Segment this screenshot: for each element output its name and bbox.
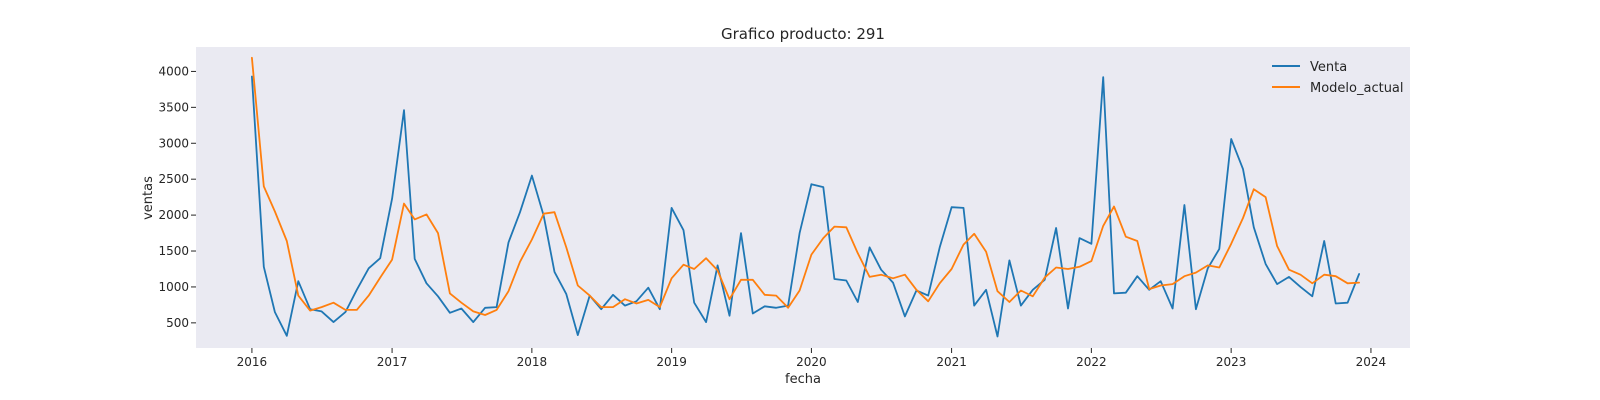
y-tick-label: 500 — [166, 316, 189, 330]
y-axis-label: ventas — [141, 176, 156, 220]
x-axis-ticks: 2016 2017 2018 2019 2020 2021 2022 2023 2024 — [237, 348, 1387, 369]
y-tick-label: 1000 — [158, 280, 189, 294]
legend-label: Venta — [1310, 60, 1347, 75]
legend: Venta Modelo_actual — [1272, 60, 1404, 96]
y-tick-label: 2000 — [158, 208, 189, 222]
y-axis-ticks: 500 1000 1500 2000 2500 3000 3500 4000 — [158, 64, 196, 330]
x-tick-label: 2016 — [237, 355, 268, 369]
series-group — [250, 56, 1360, 338]
x-tick-label: 2020 — [796, 355, 827, 369]
x-tick-label: 2022 — [1076, 355, 1107, 369]
x-tick-label: 2018 — [517, 355, 548, 369]
x-tick-label: 2017 — [377, 355, 408, 369]
chart-title: Grafico producto: 291 — [721, 25, 885, 43]
y-tick-label: 4000 — [158, 64, 189, 78]
x-tick-label: 2019 — [656, 355, 687, 369]
series-line-modelo-actual — [250, 56, 1360, 316]
x-tick-label: 2023 — [1216, 355, 1247, 369]
y-tick-label: 2500 — [158, 172, 189, 186]
y-tick-label: 3000 — [158, 136, 189, 150]
x-axis-label: fecha — [785, 372, 821, 387]
series-line-venta — [250, 75, 1360, 338]
x-tick-label: 2021 — [936, 355, 967, 369]
x-tick-label: 2024 — [1356, 355, 1387, 369]
y-tick-label: 3500 — [158, 100, 189, 114]
plot-area — [196, 47, 1410, 348]
legend-label: Modelo_actual — [1310, 81, 1404, 96]
y-tick-label: 1500 — [158, 244, 189, 258]
